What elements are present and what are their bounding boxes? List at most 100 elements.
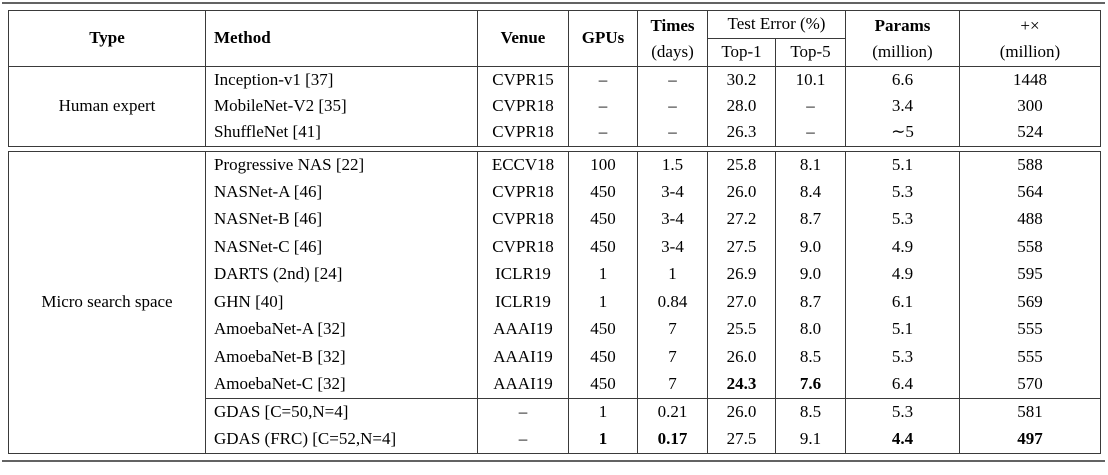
venue-cell: CVPR18 [477, 178, 569, 206]
venue-cell: AAAI19 [477, 316, 569, 344]
method-cell: ShuffleNet [41] [205, 119, 478, 146]
params-cell: 5.1 [845, 151, 960, 179]
table-row: NASNet-C [46] CVPR18 450 3-4 27.5 9.0 4.9 558 [9, 233, 1101, 261]
params-cell: 5.3 [845, 178, 960, 206]
method-cell: NASNet-C [46] [205, 233, 478, 261]
table-row: Micro search space Progressive NAS [22] EC… [8, 151, 1101, 454]
method-cell: NASNet-A [46] [205, 178, 478, 206]
method-cell: GDAS (FRC) [C=52,N=4] [205, 426, 478, 454]
top5-cell: 9.1 [775, 426, 846, 454]
times-cell: 1.5 [637, 151, 708, 179]
params-cell: 6.6 [845, 66, 960, 93]
results-table-upper: Type Method Venue GPUs Times (days) Test… [8, 10, 1101, 147]
top-double-rule [2, 2, 1105, 4]
params-cell: ∼5 [845, 119, 960, 146]
top5-cell: – [775, 119, 846, 146]
top5-cell: 8.7 [775, 288, 846, 316]
col-header-type: Type [8, 10, 206, 67]
col-header-times-line1: Times [650, 15, 695, 35]
top5-cell: 8.0 [775, 316, 846, 344]
madds-cell: 497 [959, 426, 1101, 454]
paper-table-figure: Type Method Venue GPUs Times (days) Test… [2, 2, 1105, 462]
gpus-cell: 450 [568, 178, 638, 206]
times-cell: 7 [637, 316, 708, 344]
times-cell: 7 [637, 343, 708, 371]
venue-cell: ICLR19 [477, 288, 569, 316]
table-row: GDAS [C=50,N=4] –1 0.21 26.0 8.5 5.3 581 [9, 398, 1101, 426]
table-row: DARTS (2nd) [24] ICLR19 1 1 26.9 9.0 4.9 595 [9, 261, 1101, 289]
madds-cell: 1448 [959, 66, 1101, 93]
table-row: AmoebaNet-C [32] AAAI19 450 7 24.3 7.6 6.4 570 [9, 371, 1101, 399]
params-cell: 4.9 [845, 233, 960, 261]
table-row: AmoebaNet-B [32] AAAI19 450 7 26.0 8.5 5.3 555 [9, 343, 1101, 371]
top5-cell: 8.4 [775, 178, 846, 206]
venue-cell: – [477, 398, 569, 426]
top5-cell: 8.5 [775, 398, 846, 426]
madds-cell: 555 [959, 316, 1101, 344]
results-table-lower: Micro search space Progressive NAS [22] EC… [8, 150, 1101, 454]
top5-cell: 8.1 [775, 151, 846, 179]
top1-cell: 26.0 [707, 343, 776, 371]
times-cell: 7 [637, 371, 708, 399]
method-cell: AmoebaNet-A [32] [205, 316, 478, 344]
params-cell: 4.9 [845, 261, 960, 289]
venue-cell: CVPR18 [477, 233, 569, 261]
venue-cell: ECCV18 [477, 151, 569, 179]
method-cell: GDAS [C=50,N=4] [205, 398, 478, 426]
madds-cell: 595 [959, 261, 1101, 289]
times-cell: 0.84 [637, 288, 708, 316]
top1-cell: 30.2 [707, 66, 776, 93]
params-cell: 6.4 [845, 371, 960, 399]
venue-cell: CVPR15 [477, 66, 569, 93]
gpus-cell: 450 [568, 233, 638, 261]
col-header-top1: Top-1 [707, 38, 776, 67]
section-micro-search-space: Micro search space Progressive NAS [22] EC… [8, 151, 1101, 454]
venue-cell: – [477, 426, 569, 454]
times-cell: – [637, 119, 708, 146]
table-row: Human expert Inception-v1 [37] CVPR15– –30.… [8, 66, 1101, 146]
params-cell: 5.3 [845, 398, 960, 426]
table-row: AmoebaNet-A [32] AAAI19 450 7 25.5 8.0 5.1 555 [9, 316, 1101, 344]
times-cell: 3-4 [637, 178, 708, 206]
venue-cell: AAAI19 [477, 343, 569, 371]
top1-cell: 25.8 [707, 151, 776, 179]
type-cell: Human expert [8, 66, 206, 146]
top5-cell: 10.1 [775, 66, 846, 93]
top1-cell: 26.9 [707, 261, 776, 289]
times-cell: 1 [637, 261, 708, 289]
col-header-params-line1: Params [874, 15, 931, 35]
venue-cell: CVPR18 [477, 93, 569, 120]
col-header-madds-line1: +× [1020, 15, 1040, 35]
top1-cell: 27.5 [707, 426, 776, 454]
top5-cell: 8.5 [775, 343, 846, 371]
top1-cell: 27.2 [707, 206, 776, 234]
gpus-cell: 450 [568, 371, 638, 399]
madds-cell: 524 [959, 119, 1101, 146]
col-header-params: Params (million) [845, 10, 960, 67]
col-header-gpus: GPUs [568, 10, 638, 67]
method-cell: DARTS (2nd) [24] [205, 261, 478, 289]
venue-cell: ICLR19 [477, 261, 569, 289]
method-cell: GHN [40] [205, 288, 478, 316]
madds-cell: 564 [959, 178, 1101, 206]
col-header-method: Method [205, 10, 478, 67]
gpus-cell: 1 [568, 261, 638, 289]
gpus-cell: 450 [568, 206, 638, 234]
top1-cell: 25.5 [707, 316, 776, 344]
type-cell: Micro search space [8, 151, 206, 454]
table-row: MobileNet-V2 [35] CVPR18– –28.0–3.4 300 [9, 93, 1101, 120]
top1-cell: 24.3 [707, 371, 776, 399]
top5-cell: 8.7 [775, 206, 846, 234]
method-cell: NASNet-B [46] [205, 206, 478, 234]
method-cell: MobileNet-V2 [35] [205, 93, 478, 120]
table-row: ShuffleNet [41] CVPR18– –26.3– ∼5 524 [9, 119, 1101, 146]
col-header-madds: +× (million) [959, 10, 1101, 67]
gpus-cell: 1 [568, 288, 638, 316]
gpus-cell: 1 [568, 398, 638, 426]
bottom-double-rule [2, 460, 1105, 462]
gpus-cell: 1 [568, 426, 638, 454]
venue-cell: CVPR18 [477, 206, 569, 234]
madds-cell: 558 [959, 233, 1101, 261]
params-cell: 4.4 [845, 426, 960, 454]
gpus-cell: – [568, 66, 638, 93]
